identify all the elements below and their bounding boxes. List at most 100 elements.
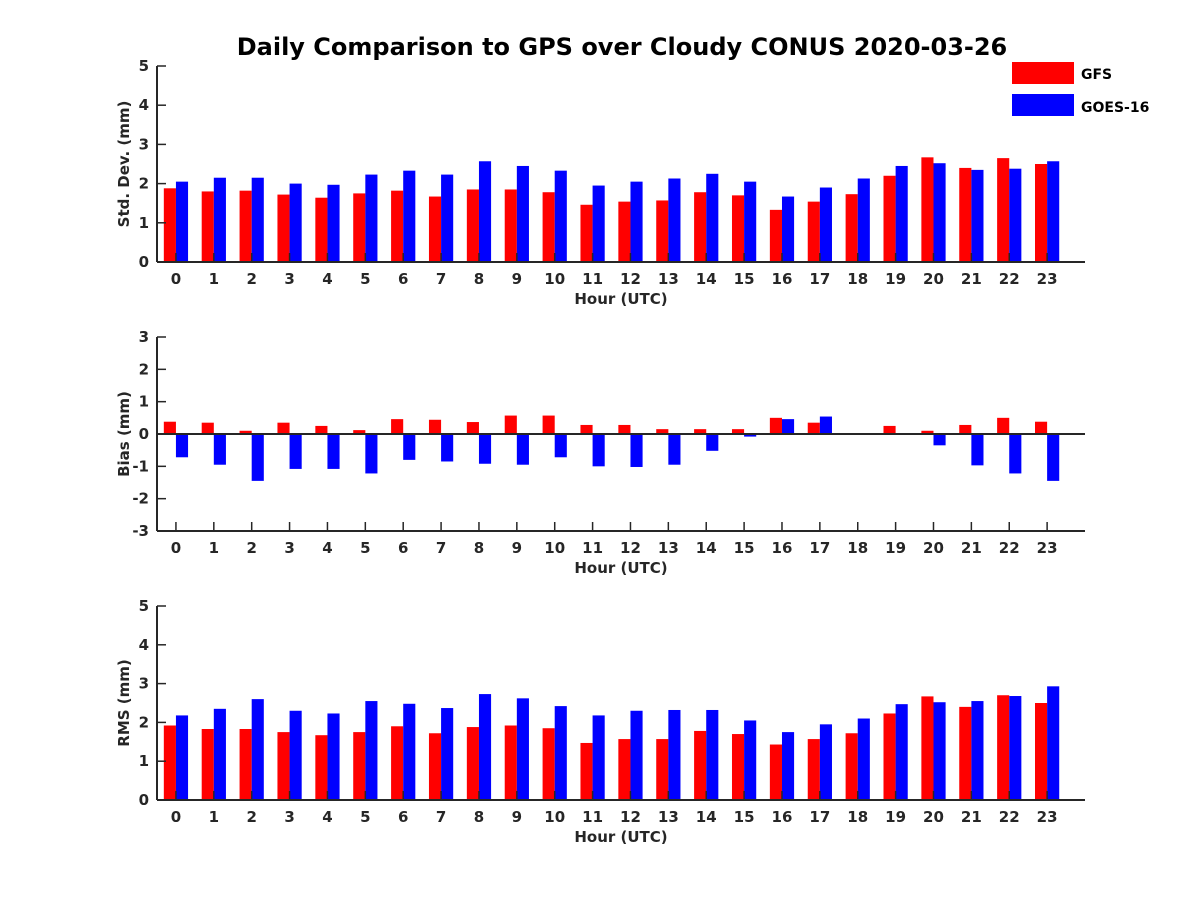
y-tick-label: -2	[132, 490, 149, 508]
bar-goes16-hour-20	[933, 702, 946, 800]
y-tick-label: 1	[139, 752, 149, 770]
x-tick-label: 18	[847, 270, 868, 288]
x-tick-label: 20	[923, 539, 944, 557]
bar-goes16-hour-3	[289, 183, 302, 262]
x-tick-label: 14	[696, 270, 717, 288]
bar-gfs-hour-23	[1035, 421, 1048, 434]
bar-gfs-hour-21	[959, 424, 972, 434]
bar-goes16-hour-1	[213, 434, 226, 465]
x-tick-label: 7	[436, 539, 446, 557]
x-tick-label: 21	[961, 539, 982, 557]
x-tick-label: 7	[436, 808, 446, 826]
bar-gfs-hour-13	[656, 429, 669, 434]
y-tick-label: 3	[139, 675, 149, 693]
bar-gfs-hour-7	[428, 196, 442, 262]
bar-goes16-hour-6	[403, 703, 416, 800]
y-tick-label: 2	[139, 175, 149, 193]
bar-goes16-hour-13	[668, 434, 681, 465]
bar-goes16-hour-7	[441, 174, 454, 262]
bar-goes16-hour-5	[365, 701, 378, 800]
y-tick-label: 4	[139, 636, 149, 654]
x-tick-label: 5	[360, 270, 370, 288]
bar-goes16-hour-15	[744, 720, 757, 800]
bar-goes16-hour-6	[403, 434, 416, 460]
bar-gfs-hour-12	[618, 424, 631, 434]
x-tick-label: 4	[322, 539, 332, 557]
bar-gfs-hour-14	[694, 730, 707, 800]
x-tick-label: 20	[923, 270, 944, 288]
y-tick-label: 5	[139, 57, 149, 75]
x-tick-label: 23	[1037, 808, 1058, 826]
x-axis-label: Hour (UTC)	[574, 828, 667, 846]
x-tick-label: 17	[809, 270, 830, 288]
x-tick-label: 12	[620, 270, 641, 288]
bar-goes16-hour-9	[516, 698, 529, 800]
x-tick-label: 0	[171, 808, 181, 826]
bar-gfs-hour-14	[694, 429, 707, 434]
bar-goes16-hour-17	[819, 724, 832, 800]
bar-goes16-hour-21	[971, 169, 984, 262]
bar-gfs-hour-21	[959, 706, 972, 800]
figure-title: Daily Comparison to GPS over Cloudy CONU…	[237, 33, 1008, 61]
y-tick-label: -3	[132, 522, 149, 540]
bar-goes16-hour-2	[251, 177, 264, 262]
bar-gfs-hour-21	[959, 167, 972, 262]
bar-goes16-hour-18	[857, 718, 870, 800]
x-tick-label: 9	[512, 539, 522, 557]
x-tick-label: 19	[885, 270, 906, 288]
bar-gfs-hour-10	[542, 192, 555, 262]
y-tick-label: 1	[139, 393, 149, 411]
bar-gfs-hour-3	[277, 422, 290, 434]
x-tick-label: 5	[360, 808, 370, 826]
bar-goes16-hour-0	[175, 181, 189, 262]
bar-goes16-hour-23	[1047, 686, 1060, 800]
bar-goes16-hour-19	[895, 704, 908, 800]
x-tick-label: 19	[885, 539, 906, 557]
bar-gfs-hour-5	[353, 732, 366, 800]
x-tick-label: 18	[847, 808, 868, 826]
x-tick-label: 22	[999, 539, 1020, 557]
bar-gfs-hour-1	[201, 422, 214, 434]
bar-goes16-hour-20	[933, 163, 946, 262]
bar-gfs-hour-1	[201, 729, 214, 800]
x-tick-label: 13	[658, 270, 679, 288]
x-tick-label: 14	[696, 808, 717, 826]
bar-gfs-hour-8	[466, 189, 479, 262]
bar-gfs-hour-19	[883, 175, 896, 262]
bar-goes16-hour-21	[971, 434, 984, 466]
bar-gfs-hour-10	[542, 415, 555, 434]
y-axis-label: Std. Dev. (mm)	[115, 101, 133, 228]
bar-goes16-hour-17	[819, 416, 832, 434]
x-tick-label: 8	[474, 808, 484, 826]
bar-gfs-hour-19	[883, 713, 896, 800]
bar-gfs-hour-19	[883, 425, 896, 434]
bar-gfs-hour-6	[391, 419, 404, 434]
bar-goes16-hour-0	[175, 715, 189, 800]
x-tick-label: 2	[246, 539, 256, 557]
bar-gfs-hour-11	[580, 424, 593, 434]
bar-gfs-hour-13	[656, 739, 669, 800]
legend: GFS GOES-16	[1012, 62, 1149, 116]
bar-gfs-hour-16	[769, 209, 782, 262]
bar-goes16-hour-14	[706, 709, 719, 800]
bar-gfs-hour-3	[277, 194, 290, 262]
x-tick-label: 9	[512, 808, 522, 826]
bar-goes16-hour-11	[592, 715, 605, 800]
y-tick-label: 2	[139, 713, 149, 731]
legend-swatch-goes16	[1012, 94, 1074, 116]
x-tick-label: 1	[209, 270, 219, 288]
bar-goes16-hour-22	[1009, 696, 1022, 800]
bar-gfs-hour-15	[731, 734, 745, 800]
bar-gfs-hour-16	[769, 744, 782, 800]
bar-goes16-hour-10	[554, 434, 567, 458]
x-axis-label: Hour (UTC)	[574, 290, 667, 308]
x-tick-label: 22	[999, 270, 1020, 288]
x-tick-label: 3	[284, 270, 294, 288]
bar-gfs-hour-11	[580, 742, 593, 800]
y-tick-label: 2	[139, 360, 149, 378]
x-tick-label: 17	[809, 808, 830, 826]
x-tick-label: 2	[246, 270, 256, 288]
bar-goes16-hour-7	[441, 434, 454, 462]
bar-gfs-hour-3	[277, 732, 290, 800]
bar-goes16-hour-15	[744, 434, 757, 437]
